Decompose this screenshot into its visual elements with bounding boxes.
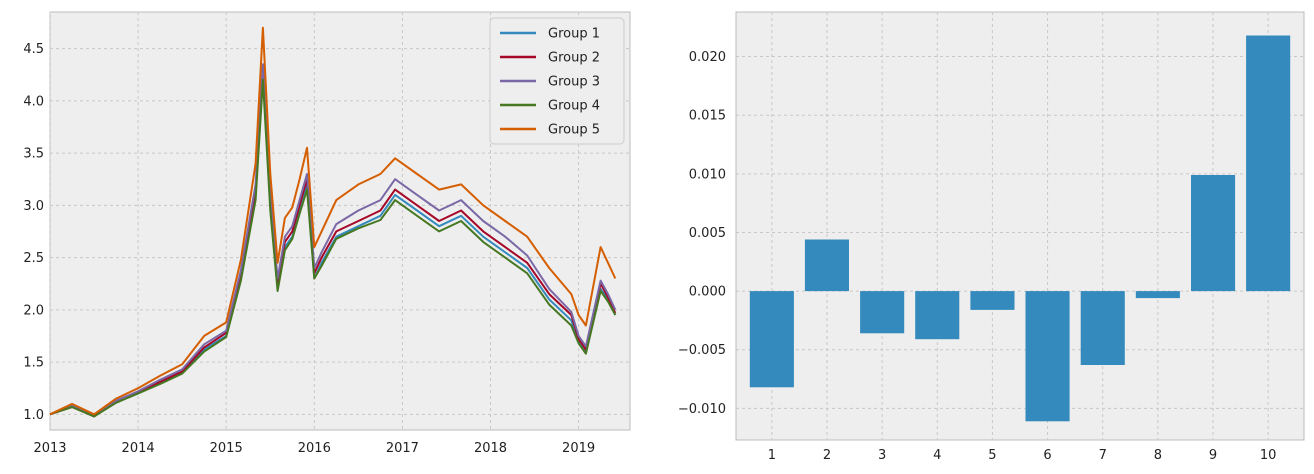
bar-1	[749, 291, 794, 388]
x-tick-label: 10	[1260, 448, 1277, 463]
x-tick-label: 1	[768, 448, 776, 463]
legend-label: Group 5	[548, 123, 600, 138]
bar-6	[1025, 291, 1070, 422]
bar-10	[1246, 35, 1291, 292]
y-tick-label: 1.0	[23, 408, 44, 423]
x-tick-label: 2014	[122, 441, 155, 456]
y-tick-label: 1.5	[23, 356, 44, 371]
line-chart-y-ticks: 1.0 1.5 2.0 2.5 3.0 3.5 4.0 4.5	[23, 42, 44, 423]
y-tick-label: 3.0	[23, 199, 44, 214]
legend: Group 1 Group 2 Group 3 Group 4 Group 5	[489, 17, 625, 145]
y-tick-label: 0.000	[689, 285, 726, 300]
x-tick-label: 4	[933, 448, 941, 463]
legend-label: Group 1	[548, 27, 600, 42]
bar-7	[1080, 291, 1125, 365]
bar-chart-y-ticks: −0.010 −0.005 0.000 0.005 0.010 0.015 0.020	[678, 50, 726, 417]
x-tick-label: 6	[1043, 448, 1051, 463]
x-tick-label: 3	[878, 448, 886, 463]
x-tick-label: 2018	[474, 441, 507, 456]
bar-3	[860, 291, 905, 334]
bar-chart-bars	[749, 35, 1291, 422]
y-tick-label: 2.0	[23, 303, 44, 318]
y-tick-label: 0.020	[689, 50, 726, 65]
line-chart: 2013 2014 2015 2016 2017 2018 2019 1.0 1.5 2.0 2.…	[23, 11, 631, 456]
x-tick-label: 2	[823, 448, 831, 463]
x-tick-label: 9	[1209, 448, 1217, 463]
bar-chart: 1 2 3 4 5 6 7 8 9 10 −0.010 −0.005 0.000 0.005 0.010 0…	[678, 11, 1305, 463]
y-tick-label: 4.5	[23, 42, 44, 57]
series-line-group-4	[49, 78, 617, 418]
x-tick-label: 8	[1154, 448, 1162, 463]
bar-2	[804, 239, 849, 292]
x-tick-label: 2013	[33, 441, 66, 456]
bar-chart-x-ticks: 1 2 3 4 5 6 7 8 9 10	[768, 448, 1277, 463]
x-tick-label: 2016	[298, 441, 331, 456]
x-tick-label: 2019	[562, 441, 595, 456]
bar-5	[970, 291, 1015, 310]
line-chart-series	[49, 26, 617, 418]
y-tick-label: 2.5	[23, 251, 44, 266]
y-tick-label: 0.010	[689, 167, 726, 182]
x-tick-label: 7	[1099, 448, 1107, 463]
bar-4	[915, 291, 960, 340]
x-tick-label: 2015	[210, 441, 243, 456]
x-tick-label: 5	[988, 448, 996, 463]
legend-label: Group 2	[548, 51, 600, 66]
line-chart-grid	[49, 12, 630, 430]
y-tick-label: −0.010	[678, 402, 726, 417]
legend-label: Group 4	[548, 99, 600, 114]
legend-label: Group 3	[548, 75, 600, 90]
y-tick-label: 3.5	[23, 147, 44, 162]
y-tick-label: 4.0	[23, 94, 44, 109]
x-tick-label: 2017	[386, 441, 419, 456]
bar-8	[1135, 291, 1180, 299]
line-chart-x-ticks: 2013 2014 2015 2016 2017 2018 2019	[33, 441, 595, 456]
series-line-group-5	[49, 26, 617, 416]
y-tick-label: 0.015	[689, 109, 726, 124]
y-tick-label: 0.005	[689, 226, 726, 241]
y-tick-label: −0.005	[678, 343, 726, 358]
bar-9	[1191, 175, 1236, 292]
legend-box	[489, 17, 625, 145]
